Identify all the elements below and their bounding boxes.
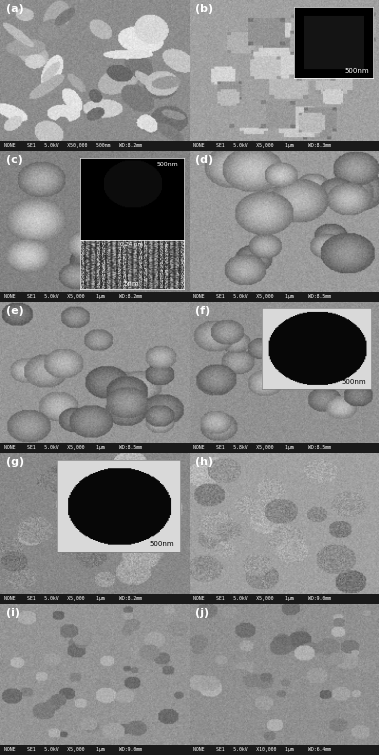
- Text: NONE    SE1   5.0kV   X5,000    1μm     WD:8.5mm: NONE SE1 5.0kV X5,000 1μm WD:8.5mm: [4, 445, 142, 451]
- Text: (j): (j): [195, 609, 209, 618]
- Text: (i): (i): [6, 609, 20, 618]
- Text: (e): (e): [6, 307, 23, 316]
- Text: (h): (h): [195, 458, 213, 467]
- Text: NONE    SE1   5.0kV   X5,000    1μm     WD:8.2mm: NONE SE1 5.0kV X5,000 1μm WD:8.2mm: [4, 294, 142, 300]
- Text: NONE    SE1   5.0kV   X5,000    1μm     WD:8.5mm: NONE SE1 5.0kV X5,000 1μm WD:8.5mm: [193, 294, 331, 300]
- Text: NONE    SE1   5.0kV   X5,000    1μm     WD:8.3mm: NONE SE1 5.0kV X5,000 1μm WD:8.3mm: [193, 143, 331, 149]
- Text: NONE    SE1   5.0kV   X5,000    1μm     WD:8.2mm: NONE SE1 5.0kV X5,000 1μm WD:8.2mm: [4, 596, 142, 602]
- Text: NONE    SE1   5.8kV   X5,000    1μm     WD:8.5mm: NONE SE1 5.8kV X5,000 1μm WD:8.5mm: [193, 445, 331, 451]
- Text: (a): (a): [6, 5, 23, 14]
- Text: NONE    SE1   5.0kV   X5,000    1μm     WD:9.0mm: NONE SE1 5.0kV X5,000 1μm WD:9.0mm: [193, 596, 331, 602]
- Text: NONE    SE1   5.0kV   X10,000   1μm     WD:6.4mm: NONE SE1 5.0kV X10,000 1μm WD:6.4mm: [193, 747, 331, 753]
- Text: NONE    SE1   5.0kV   X5,000    1μm     WD:9.0mm: NONE SE1 5.0kV X5,000 1μm WD:9.0mm: [4, 747, 142, 753]
- Text: (b): (b): [195, 5, 213, 14]
- Text: (g): (g): [6, 458, 24, 467]
- Text: (c): (c): [6, 156, 23, 165]
- Text: (d): (d): [195, 156, 213, 165]
- Text: (f): (f): [195, 307, 210, 316]
- Text: NONE    SE1   5.0kV   X50,000   500nm   WD:8.2mm: NONE SE1 5.0kV X50,000 500nm WD:8.2mm: [4, 143, 142, 149]
